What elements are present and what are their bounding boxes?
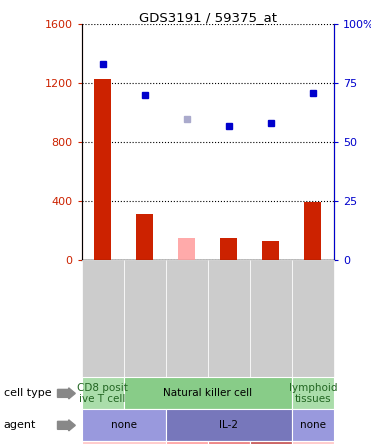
Bar	[305, 202, 321, 260]
Text: GDS3191 / 59375_at: GDS3191 / 59375_at	[139, 11, 277, 24]
Bar	[136, 214, 153, 260]
Text: lymphoid
tissues: lymphoid tissues	[289, 383, 337, 404]
Bar	[178, 238, 195, 260]
Bar	[220, 238, 237, 260]
Text: none: none	[111, 420, 137, 430]
Text: none: none	[300, 420, 326, 430]
Text: IL-2: IL-2	[219, 420, 238, 430]
Bar	[94, 79, 111, 260]
Text: Natural killer cell: Natural killer cell	[163, 388, 252, 398]
Text: agent: agent	[4, 420, 36, 430]
Bar	[262, 241, 279, 260]
Text: cell type: cell type	[4, 388, 51, 398]
Text: CD8 posit
ive T cell: CD8 posit ive T cell	[77, 383, 128, 404]
